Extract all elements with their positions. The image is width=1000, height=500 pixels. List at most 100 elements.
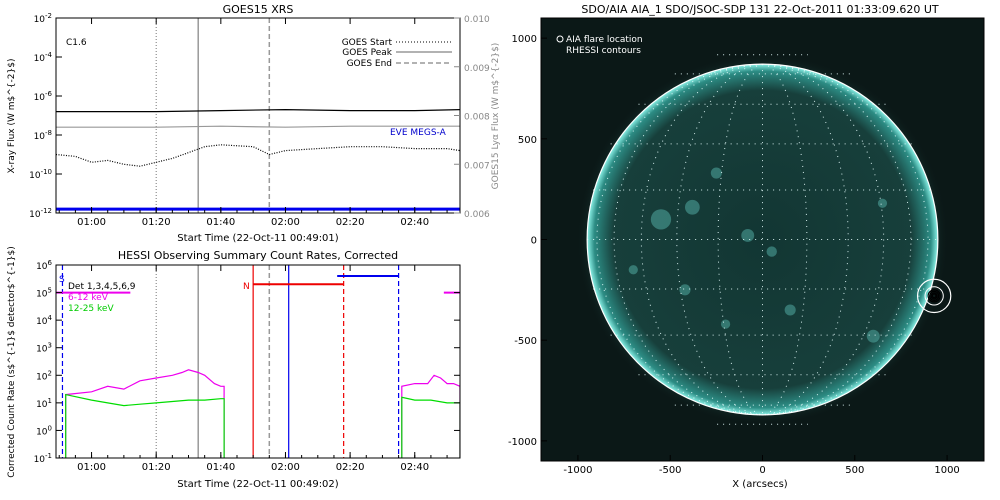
- hessi-xlabel: Start Time (22-Oct-11 00:49:02): [177, 479, 338, 490]
- hessi-ytick-label: 105: [36, 287, 52, 300]
- goes-ytick-label: 10-6: [34, 90, 53, 103]
- hessi-series-2: [401, 374, 460, 458]
- goes-xtick-label: 01:20: [142, 217, 171, 228]
- hessi-xtick-label: 02:40: [400, 462, 429, 473]
- hessi-series-0: [65, 369, 225, 458]
- goes-xlabel: Start Time (22-Oct-11 00:49:01): [177, 233, 338, 244]
- aia-active-region: [766, 246, 777, 257]
- aia-xtick-label: -1000: [563, 465, 592, 476]
- aia-xtick-label: 0: [759, 465, 765, 476]
- aia-ytick-label: -500: [514, 336, 537, 347]
- hessi-legend: Det 1,3,4,5,6,9 6-12 keV 12-25 keV: [68, 282, 136, 314]
- hessi-axes: 01:00 01:20 01:40 02:00 02:20 02:40 106 105 104 1…: [34, 259, 460, 473]
- hessi-ytick-label: 106: [36, 259, 52, 272]
- legend-rhessi: RHESSI contours: [566, 46, 641, 56]
- aia-legend: AIA flare location RHESSI contours: [556, 35, 643, 56]
- hessi-ytick-label: 104: [36, 314, 52, 327]
- hessi-plot-area: [56, 265, 460, 458]
- goes-xtick-label: 02:20: [336, 217, 365, 228]
- legend-hessi-12-25: 12-25 keV: [68, 304, 114, 314]
- goes-ytick-label: 10-4: [34, 51, 53, 64]
- aia-sun-disk: [587, 64, 938, 415]
- hessi-ylabel: Corrected Count Rate (s$^{-1}$ detector$…: [7, 246, 17, 477]
- goes-ytick-right-label: 0.009: [464, 64, 490, 74]
- aia-xtick-label: -500: [659, 465, 682, 476]
- aia-grid-longitude: [762, 63, 808, 416]
- aia-sun-layer: [576, 53, 952, 426]
- legend-aia-circle-icon: [556, 35, 564, 43]
- aia-active-region: [866, 329, 880, 343]
- aia-ytick-label: 1000: [512, 34, 537, 45]
- aia-xtick-label: 1000: [934, 465, 959, 476]
- hessi-xtick-label: 01:20: [142, 462, 171, 473]
- hessi-series-3: [401, 396, 460, 458]
- aia-active-region: [710, 167, 722, 179]
- goes-xtick-label: 02:40: [400, 217, 429, 228]
- aia-active-region: [684, 199, 700, 215]
- aia-active-region: [720, 319, 731, 329]
- aia-ytick-label: -1000: [508, 437, 537, 448]
- hessi-ytick-label: 103: [36, 342, 52, 355]
- goes-ytick-right-label: 0.007: [464, 161, 490, 171]
- aia-active-region: [679, 284, 691, 296]
- goes-series-2: [56, 144, 460, 167]
- rhessi-contour-1: [929, 290, 940, 301]
- aia-image: [541, 18, 984, 461]
- aia-title: SDO/AIA AIA_1 SDO/JSOC-SDP 131 22-Oct-20…: [581, 3, 939, 16]
- hessi-series-1: [65, 393, 225, 458]
- legend-hessi-det: Det 1,3,4,5,6,9: [68, 282, 136, 292]
- goes-axes: 01:00 01:20 01:40 02:00 02:20 02:40 10-2 10-4 10…: [29, 12, 490, 228]
- goes-ylabel-right: GOES15 Lyα Flux (W m$^{-2}$): [491, 43, 501, 190]
- goes-plot-area: [56, 18, 460, 213]
- aia-ytick-label: 500: [518, 135, 537, 146]
- goes-ytick-label: 10-2: [34, 12, 52, 25]
- aia-active-region: [741, 229, 755, 242]
- aia-flare-circle-inner: [924, 286, 944, 306]
- legend-hessi-6-12: 6-12 keV: [68, 293, 109, 303]
- hessi-ytick-label: 100: [36, 424, 52, 437]
- rhessi-contour-2: [930, 292, 938, 300]
- goes-ytick-right-label: 0.010: [464, 15, 490, 25]
- goes-flare-class: C1.6: [66, 38, 87, 48]
- rhessi-contour-3: [931, 293, 937, 299]
- goes-legend: GOES Start GOES Peak GOES End: [342, 38, 452, 69]
- rhessi-contour-0: [927, 289, 941, 303]
- goes-title: GOES15 XRS: [223, 3, 294, 16]
- goes-ytick-label: 10-8: [34, 129, 52, 142]
- aia-limb: [586, 63, 939, 416]
- legend-aia-flare: AIA flare location: [566, 35, 643, 45]
- hessi-xtick-label: 01:40: [206, 462, 235, 473]
- hessi-ytick-label: 10-1: [34, 452, 52, 465]
- goes-panel: GOES15 XRS 01:00 01:20 01:40 02:00 02:20 02:4…: [7, 3, 501, 244]
- hessi-ytick-label: 102: [36, 369, 52, 382]
- hessi-xtick-label: 02:20: [336, 462, 365, 473]
- goes-ytick-right-label: 0.006: [464, 210, 490, 220]
- aia-axes: -1000 -500 0 500 1000 1000 500 0 -500 -1000: [508, 34, 960, 476]
- goes-ytick-right-label: 0.008: [464, 113, 490, 123]
- goes-ytick-label: 10-12: [29, 207, 52, 220]
- hessi-frame: [55, 264, 461, 459]
- aia-xlabel: X (arcsecs): [732, 479, 788, 490]
- aia-active-region: [877, 198, 888, 208]
- hessi-n-marker: N: [243, 282, 250, 292]
- goes-xtick-label: 01:40: [206, 217, 235, 228]
- goes-ytick-label: 10-10: [29, 168, 52, 181]
- goes-series-1: [56, 125, 460, 128]
- aia-active-region: [784, 304, 796, 316]
- aia-active-region: [628, 265, 638, 275]
- aia-ytick-label: 0: [531, 236, 537, 247]
- aia-active-region: [650, 209, 672, 230]
- goes-ylabel: X-ray Flux (W m$^{-2}$): [7, 59, 17, 174]
- hessi-ytick-label: 101: [36, 397, 52, 410]
- goes-series-0: [56, 108, 460, 113]
- hessi-title: HESSI Observing Summary Count Rates, Cor…: [118, 249, 398, 262]
- goes-frame: [55, 17, 461, 214]
- aia-grid-longitude: [676, 63, 763, 416]
- legend-goes-end: GOES End: [347, 59, 392, 69]
- aia-xtick-label: 500: [845, 465, 864, 476]
- legend-goes-peak: GOES Peak: [342, 48, 392, 58]
- aia-grid-longitude: [717, 63, 763, 416]
- hessi-xtick-label: 02:00: [271, 462, 300, 473]
- aia-grid-longitude: [762, 63, 849, 416]
